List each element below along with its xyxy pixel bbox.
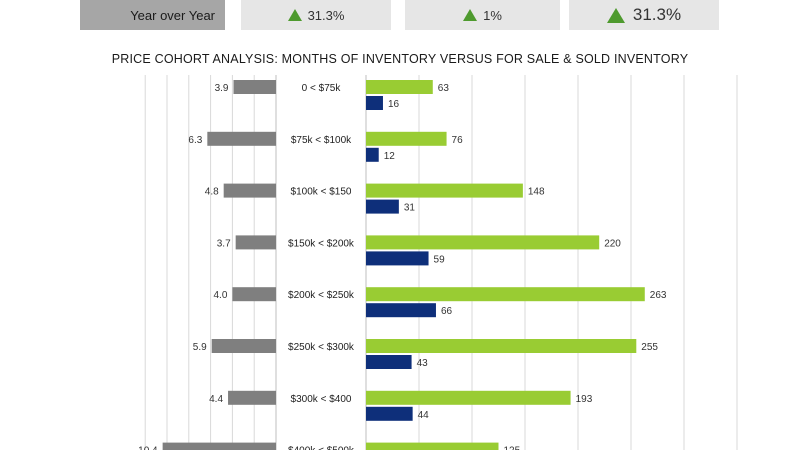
for-sale-bar (366, 390, 571, 405)
category-label: $100k < $150 (291, 187, 352, 198)
category-label: $400k < $500k (288, 446, 355, 450)
sold-bar (366, 251, 429, 266)
sold-bar (366, 96, 383, 110)
for-sale-bar (366, 131, 447, 146)
sold-value-label: 31 (404, 203, 416, 214)
kpi-box-2: 1% (405, 0, 560, 30)
for-sale-value-label: 193 (576, 394, 593, 405)
months-bar (162, 442, 276, 450)
kpi-value-2: 1% (483, 7, 502, 23)
sold-value-label: 66 (441, 306, 453, 317)
months-value-label: 4.4 (209, 394, 223, 405)
triangle-up-icon (287, 9, 302, 21)
months-value-label: 6.3 (188, 135, 202, 146)
for-sale-bar (366, 235, 600, 250)
triangle-up-icon (606, 7, 625, 23)
for-sale-bar (366, 287, 645, 302)
chart-title: PRICE COHORT ANALYSIS: MONTHS OF INVENTO… (111, 52, 689, 66)
triangle-up-icon (463, 9, 478, 21)
kpi-value-3: 31.3% (632, 5, 682, 24)
sold-bar (366, 147, 379, 162)
months-bar (223, 183, 276, 198)
for-sale-bar (366, 442, 499, 450)
category-label: $300k < $400 (291, 394, 352, 405)
for-sale-value-label: 255 (641, 342, 658, 353)
months-value-label: 4.0 (213, 290, 227, 301)
kpi-box-3: 31.3% (569, 0, 719, 30)
sold-bar (366, 406, 413, 421)
category-label: $150k < $200k (288, 238, 355, 249)
for-sale-value-label: 148 (528, 187, 545, 198)
sold-value-label: 59 (434, 254, 446, 265)
months-bar (233, 80, 276, 94)
months-bar (232, 287, 276, 302)
category-label: $75k < $100k (291, 135, 352, 146)
sold-value-label: 44 (418, 410, 430, 421)
for-sale-value-label: 125 (504, 446, 521, 450)
for-sale-value-label: 263 (650, 290, 667, 301)
months-value-label: 10.4 (138, 446, 158, 450)
sold-bar (366, 199, 399, 214)
for-sale-value-label: 220 (604, 238, 621, 249)
months-bar (207, 131, 276, 146)
months-value-label: 3.9 (215, 83, 229, 94)
sold-value-label: 12 (384, 151, 396, 162)
months-value-label: 3.7 (217, 238, 231, 249)
months-bar (211, 339, 276, 353)
kpi-period-label: Year over Year (80, 0, 225, 30)
sold-bar (366, 355, 412, 369)
for-sale-value-label: 76 (452, 135, 464, 146)
for-sale-value-label: 63 (438, 83, 450, 94)
category-label: $200k < $250k (288, 290, 355, 301)
for-sale-bar (366, 339, 637, 353)
for-sale-bar (366, 183, 523, 198)
sold-bar (366, 303, 436, 318)
category-label: $250k < $300k (288, 342, 355, 353)
months-bar (235, 235, 276, 250)
kpi-value-1: 31.3% (307, 7, 345, 23)
kpi-box-1: 31.3% (241, 0, 391, 30)
months-value-label: 5.9 (193, 342, 207, 353)
sold-value-label: 43 (417, 358, 429, 369)
category-label: 0 < $75k (302, 83, 342, 94)
kpi-strip: Year over Year 31.3% 1% 31.3% (0, 0, 800, 30)
months-bar (228, 390, 276, 405)
sold-value-label: 16 (388, 99, 400, 110)
for-sale-bar (366, 80, 433, 94)
months-value-label: 4.8 (205, 187, 219, 198)
